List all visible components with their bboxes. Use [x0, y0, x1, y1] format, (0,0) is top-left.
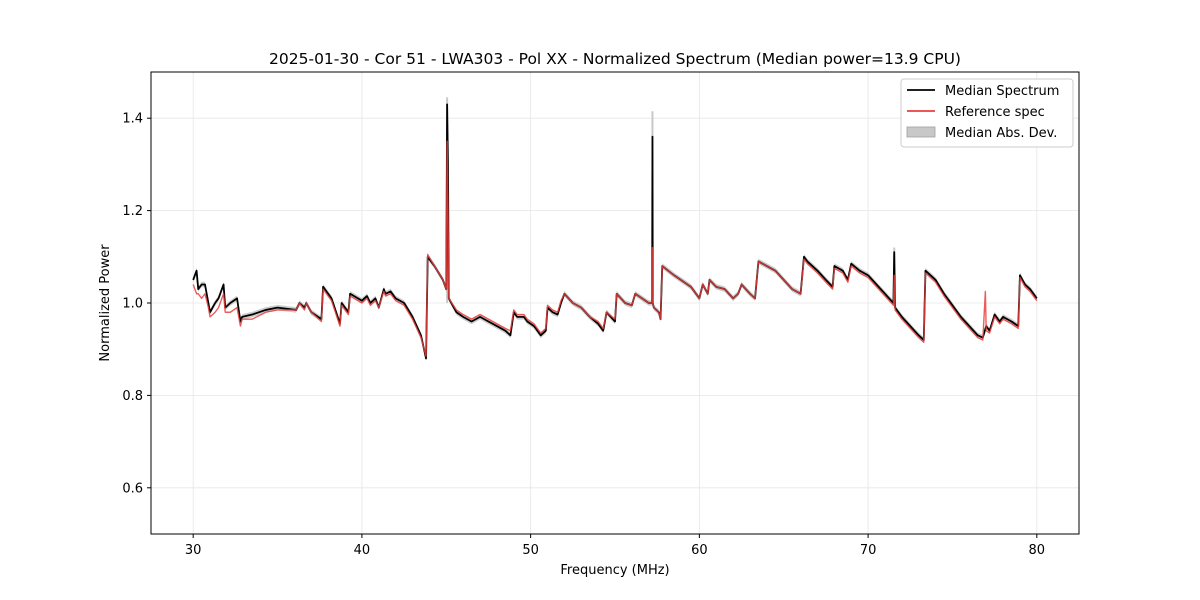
x-tick-label: 40 [354, 543, 371, 558]
x-tick-label: 70 [860, 543, 877, 558]
legend-box [900, 78, 1074, 148]
x-tick-label: 30 [185, 543, 202, 558]
x-tick-label: 60 [691, 543, 708, 558]
legend-label-reference: Reference spec [945, 105, 1045, 120]
reference-spec-line [192, 140, 1038, 357]
y-tick-label: 1.2 [122, 204, 143, 219]
legend-label-mad: Median Abs. Dev. [945, 126, 1057, 141]
legend-label-median: Median Spectrum [945, 84, 1059, 99]
y-tick-label: 1.4 [122, 112, 143, 127]
y-tick-label: 0.6 [122, 481, 143, 496]
x-tick-label: 50 [522, 543, 539, 558]
series-lines [192, 103, 1038, 360]
x-axis-label: Frequency (MHz) [560, 563, 669, 578]
axis-ticks: 30 40 50 60 70 80 0.6 0.8 1.0 1.2 1.4 [122, 112, 1045, 558]
legend-swatch-mad [906, 126, 936, 138]
x-tick-label: 80 [1029, 543, 1046, 558]
y-tick-label: 0.8 [122, 389, 143, 404]
chart-title: 2025-01-30 - Cor 51 - LWA303 - Pol XX - … [269, 50, 961, 68]
y-axis-label: Normalized Power [98, 244, 113, 362]
legend: Median Spectrum Reference spec Median Ab… [900, 78, 1074, 148]
y-tick-label: 1.0 [122, 297, 143, 312]
